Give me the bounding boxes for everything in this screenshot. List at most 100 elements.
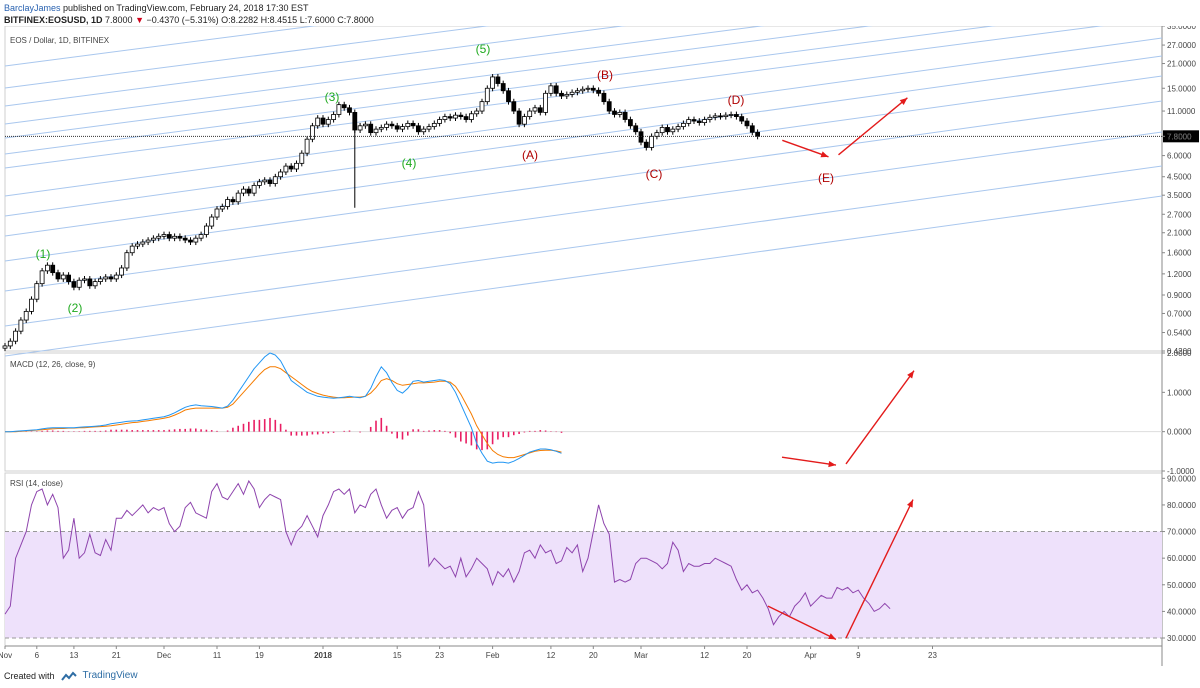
publish-line: BarclayJames published on TradingView.co…: [4, 2, 374, 14]
candle-body: [309, 125, 315, 140]
candle-body: [119, 267, 124, 276]
candle-body: [177, 235, 183, 239]
high-value: 8.4515: [269, 15, 298, 25]
time-tick-label: Dec: [157, 651, 171, 660]
candle-body: [739, 116, 745, 122]
candle-body: [103, 276, 109, 280]
candle-body: [479, 101, 485, 112]
time-tick-label: 9: [856, 651, 861, 660]
candle-body: [209, 216, 215, 227]
price-tick-label: 6.0000: [1167, 152, 1192, 161]
candle-body: [304, 138, 310, 154]
candle-body: [633, 125, 639, 133]
price-tick-label: 0.9000: [1167, 291, 1192, 300]
macd-tick-label: 1.0000: [1167, 388, 1192, 397]
candle-body: [71, 281, 77, 288]
candle-body: [511, 101, 517, 112]
rsi-tick-label: 30.0000: [1167, 634, 1196, 643]
candle-body: [638, 131, 644, 143]
candle-body: [590, 87, 596, 91]
footer: Created with TradingView: [4, 670, 138, 681]
candle-body: [203, 225, 209, 235]
candle-body: [500, 83, 506, 92]
price-tick-label: 11.0000: [1167, 107, 1196, 116]
time-tick-label: 6: [35, 651, 40, 660]
candle-body: [66, 274, 71, 282]
candle-body: [643, 141, 649, 148]
candle-body: [665, 127, 670, 133]
price-tick-label: 0.7000: [1167, 309, 1192, 318]
channel-line: [4, 26, 1105, 169]
candle-body: [569, 91, 575, 95]
price-pane-title: EOS / Dollar, 1D, BITFINEX: [10, 36, 110, 45]
macd-line: [5, 352, 562, 464]
time-tick-label: 19: [255, 651, 264, 660]
price-tick-label: 2.7000: [1167, 210, 1192, 219]
candle-body: [362, 123, 368, 127]
candle-body: [421, 128, 427, 133]
time-tick-label: 20: [589, 651, 598, 660]
candle-body: [124, 252, 130, 269]
channel-line: [4, 37, 1163, 197]
price-tick-label: 0.5400: [1167, 329, 1192, 338]
high-label: H:: [260, 15, 270, 25]
candle-body: [649, 135, 654, 148]
candle-body: [272, 176, 278, 184]
candle-body: [681, 122, 686, 128]
candle-body: [50, 264, 56, 274]
candle-body: [728, 114, 734, 116]
candle-body: [325, 119, 331, 125]
channel-line: [4, 26, 626, 107]
candle-body: [516, 110, 522, 125]
candle-body: [166, 234, 172, 239]
candle-body: [564, 93, 570, 97]
tradingview-brand[interactable]: TradingView: [82, 670, 138, 681]
candle-body: [447, 116, 453, 119]
price-change: −0.4370 (−5.31%): [146, 15, 219, 25]
channel-line: [4, 26, 765, 125]
tradingview-logo-icon: [60, 671, 77, 681]
candle-body: [580, 88, 586, 92]
wave-label: (A): [522, 148, 538, 162]
wave-label: (4): [402, 156, 417, 170]
candle-body: [522, 116, 527, 125]
rsi-tick-label: 80.0000: [1167, 501, 1196, 510]
candle-body: [23, 310, 29, 321]
macd-tick-label: 0.0000: [1167, 428, 1192, 437]
candle-body: [723, 114, 729, 118]
candle-body: [341, 104, 347, 109]
candle-body: [198, 234, 204, 239]
candle-body: [98, 278, 103, 282]
last-price-badge: [1163, 130, 1199, 143]
rsi-tick-label: 50.0000: [1167, 581, 1196, 590]
rsi-band: [5, 531, 1162, 639]
candle-body: [559, 92, 564, 97]
candle-body: [468, 113, 474, 120]
time-tick-label: 23: [928, 651, 937, 660]
candle-body: [675, 126, 681, 130]
channel-line: [4, 75, 1163, 237]
last-price: 7.8000: [105, 15, 133, 25]
candle-body: [437, 119, 443, 124]
projection-arrows: [767, 97, 915, 640]
open-value: 8.2282: [230, 15, 259, 25]
wave-label: (E): [818, 171, 834, 185]
candle-body: [347, 107, 352, 113]
candle-body: [278, 171, 284, 178]
macd-signal-line: [5, 366, 562, 459]
channel-line: [4, 26, 873, 139]
projection-arrowhead: [828, 633, 836, 640]
candle-body: [670, 128, 676, 133]
projection-arrowhead: [828, 460, 836, 468]
candle-body: [267, 179, 273, 184]
price-tick-label: 21.0000: [1167, 60, 1196, 69]
candle-body: [352, 112, 358, 131]
candle-body: [612, 110, 617, 115]
author-link[interactable]: BarclayJames: [4, 3, 61, 13]
candle-body: [288, 165, 294, 170]
candle-body: [188, 239, 193, 243]
channel-line: [4, 26, 997, 155]
chart-area[interactable]: 7.8000 35.0000 27.0000 21.0000 15.0000 11.000…: [0, 26, 1200, 666]
candle-body: [585, 87, 591, 90]
candle-body: [410, 122, 416, 127]
